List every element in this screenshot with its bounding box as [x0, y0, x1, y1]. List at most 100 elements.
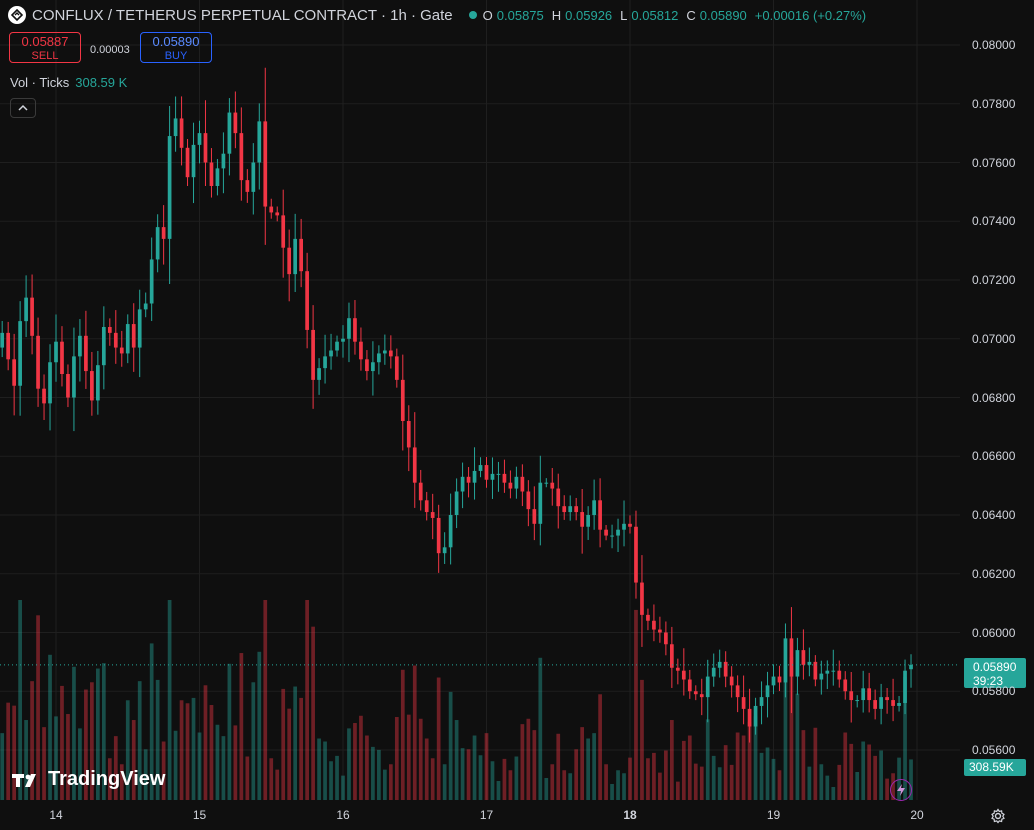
- candle: [323, 334, 327, 384]
- volume-bar: [179, 700, 184, 800]
- candle: [783, 623, 788, 698]
- y-tick-label: 0.07600: [972, 155, 1016, 170]
- candle-body: [6, 332, 11, 360]
- candle-body: [717, 661, 722, 668]
- candle-body: [269, 206, 274, 213]
- candle-body: [622, 523, 626, 530]
- candle-body: [275, 212, 280, 216]
- volume-bar: [42, 727, 46, 800]
- candle: [717, 649, 722, 678]
- candle-body: [287, 247, 292, 275]
- candle: [664, 621, 668, 656]
- candle-body: [765, 685, 770, 698]
- candle-body: [837, 670, 842, 680]
- candle: [78, 319, 82, 382]
- candle-body: [723, 661, 728, 677]
- candle-body: [42, 388, 46, 404]
- candle-body: [430, 512, 435, 518]
- candle-body: [149, 259, 154, 304]
- candle: [6, 321, 11, 371]
- volume-bar: [448, 691, 453, 800]
- candle-body: [72, 356, 76, 398]
- candle-body: [843, 679, 848, 692]
- candle-body: [610, 535, 614, 537]
- candle-body: [795, 650, 800, 677]
- sell-button[interactable]: 0.05887 SELL: [9, 32, 81, 63]
- candle: [675, 658, 680, 685]
- collapse-legend-button[interactable]: [10, 98, 36, 118]
- symbol-title[interactable]: CONFLUX / TETHERUS PERPETUAL CONTRACT · …: [32, 6, 453, 24]
- candle: [909, 654, 913, 688]
- candle-body: [484, 465, 489, 480]
- candle: [371, 341, 375, 396]
- candle-body: [125, 324, 130, 354]
- candle: [12, 333, 16, 416]
- candle: [275, 206, 280, 222]
- candle: [574, 497, 579, 521]
- candle-body: [580, 512, 585, 527]
- settings-button[interactable]: [990, 808, 1006, 829]
- candle: [436, 504, 441, 573]
- volume-bar: [400, 669, 405, 800]
- candle: [640, 555, 644, 647]
- volume-bar: [155, 679, 160, 800]
- candle-body: [879, 697, 883, 709]
- candle: [711, 653, 716, 687]
- candle-body: [107, 327, 112, 333]
- volume-bar: [227, 663, 232, 800]
- volume-bar: [825, 775, 830, 800]
- volume-bar: [251, 682, 256, 800]
- volume-bar: [873, 755, 877, 800]
- candle: [813, 655, 818, 687]
- volume-bar: [813, 727, 818, 800]
- volume-bar: [831, 787, 836, 800]
- candle-body: [885, 697, 889, 701]
- y-tick-label: 0.05600: [972, 743, 1016, 757]
- candle-body: [388, 350, 393, 357]
- candle: [125, 314, 130, 364]
- candle: [699, 678, 704, 716]
- y-tick-label: 0.06200: [972, 566, 1016, 581]
- candle-body: [155, 227, 160, 260]
- candle: [508, 470, 513, 499]
- candle: [580, 489, 585, 554]
- candle-body: [293, 238, 298, 275]
- y-tick-label: 0.07200: [972, 273, 1016, 287]
- volume-bar: [586, 738, 590, 800]
- volume-bar: [365, 735, 369, 800]
- candle: [239, 107, 244, 201]
- candle: [849, 672, 854, 723]
- volume-bar: [0, 733, 5, 800]
- candle-body: [400, 379, 405, 421]
- candle: [652, 604, 656, 642]
- volume-bar: [735, 732, 740, 800]
- sell-price: 0.05887: [21, 34, 69, 49]
- ohlc-readout: O 0.05875 H 0.05926 L 0.05812 C 0.05890 +0.0…: [483, 8, 870, 23]
- tradingview-logo[interactable]: TradingView: [12, 768, 165, 791]
- x-tick-label: 20: [910, 808, 924, 822]
- candle-body: [90, 371, 94, 401]
- candle-body: [113, 332, 118, 348]
- candle: [430, 493, 435, 540]
- candle: [496, 461, 501, 492]
- volume-bar: [472, 735, 477, 800]
- candle: [741, 675, 746, 725]
- candle-body: [137, 309, 142, 348]
- candle: [897, 696, 901, 712]
- buy-price: 0.05890: [152, 34, 200, 49]
- volume-bar: [329, 761, 333, 800]
- candle: [550, 468, 555, 506]
- y-tick-label: 0.06000: [972, 625, 1016, 640]
- buy-button[interactable]: 0.05890 BUY: [140, 32, 212, 63]
- candle: [693, 685, 698, 701]
- volume-bar: [60, 685, 64, 800]
- candle: [96, 350, 100, 415]
- y-tick-label: 0.06400: [972, 508, 1016, 522]
- volume-bar: [96, 668, 100, 800]
- gear-icon: [991, 808, 1005, 824]
- volume-legend[interactable]: Vol · Ticks 308.59 K: [10, 75, 127, 90]
- x-tick-label: 17: [479, 808, 494, 822]
- candle: [705, 659, 710, 723]
- flash-button[interactable]: [890, 779, 912, 801]
